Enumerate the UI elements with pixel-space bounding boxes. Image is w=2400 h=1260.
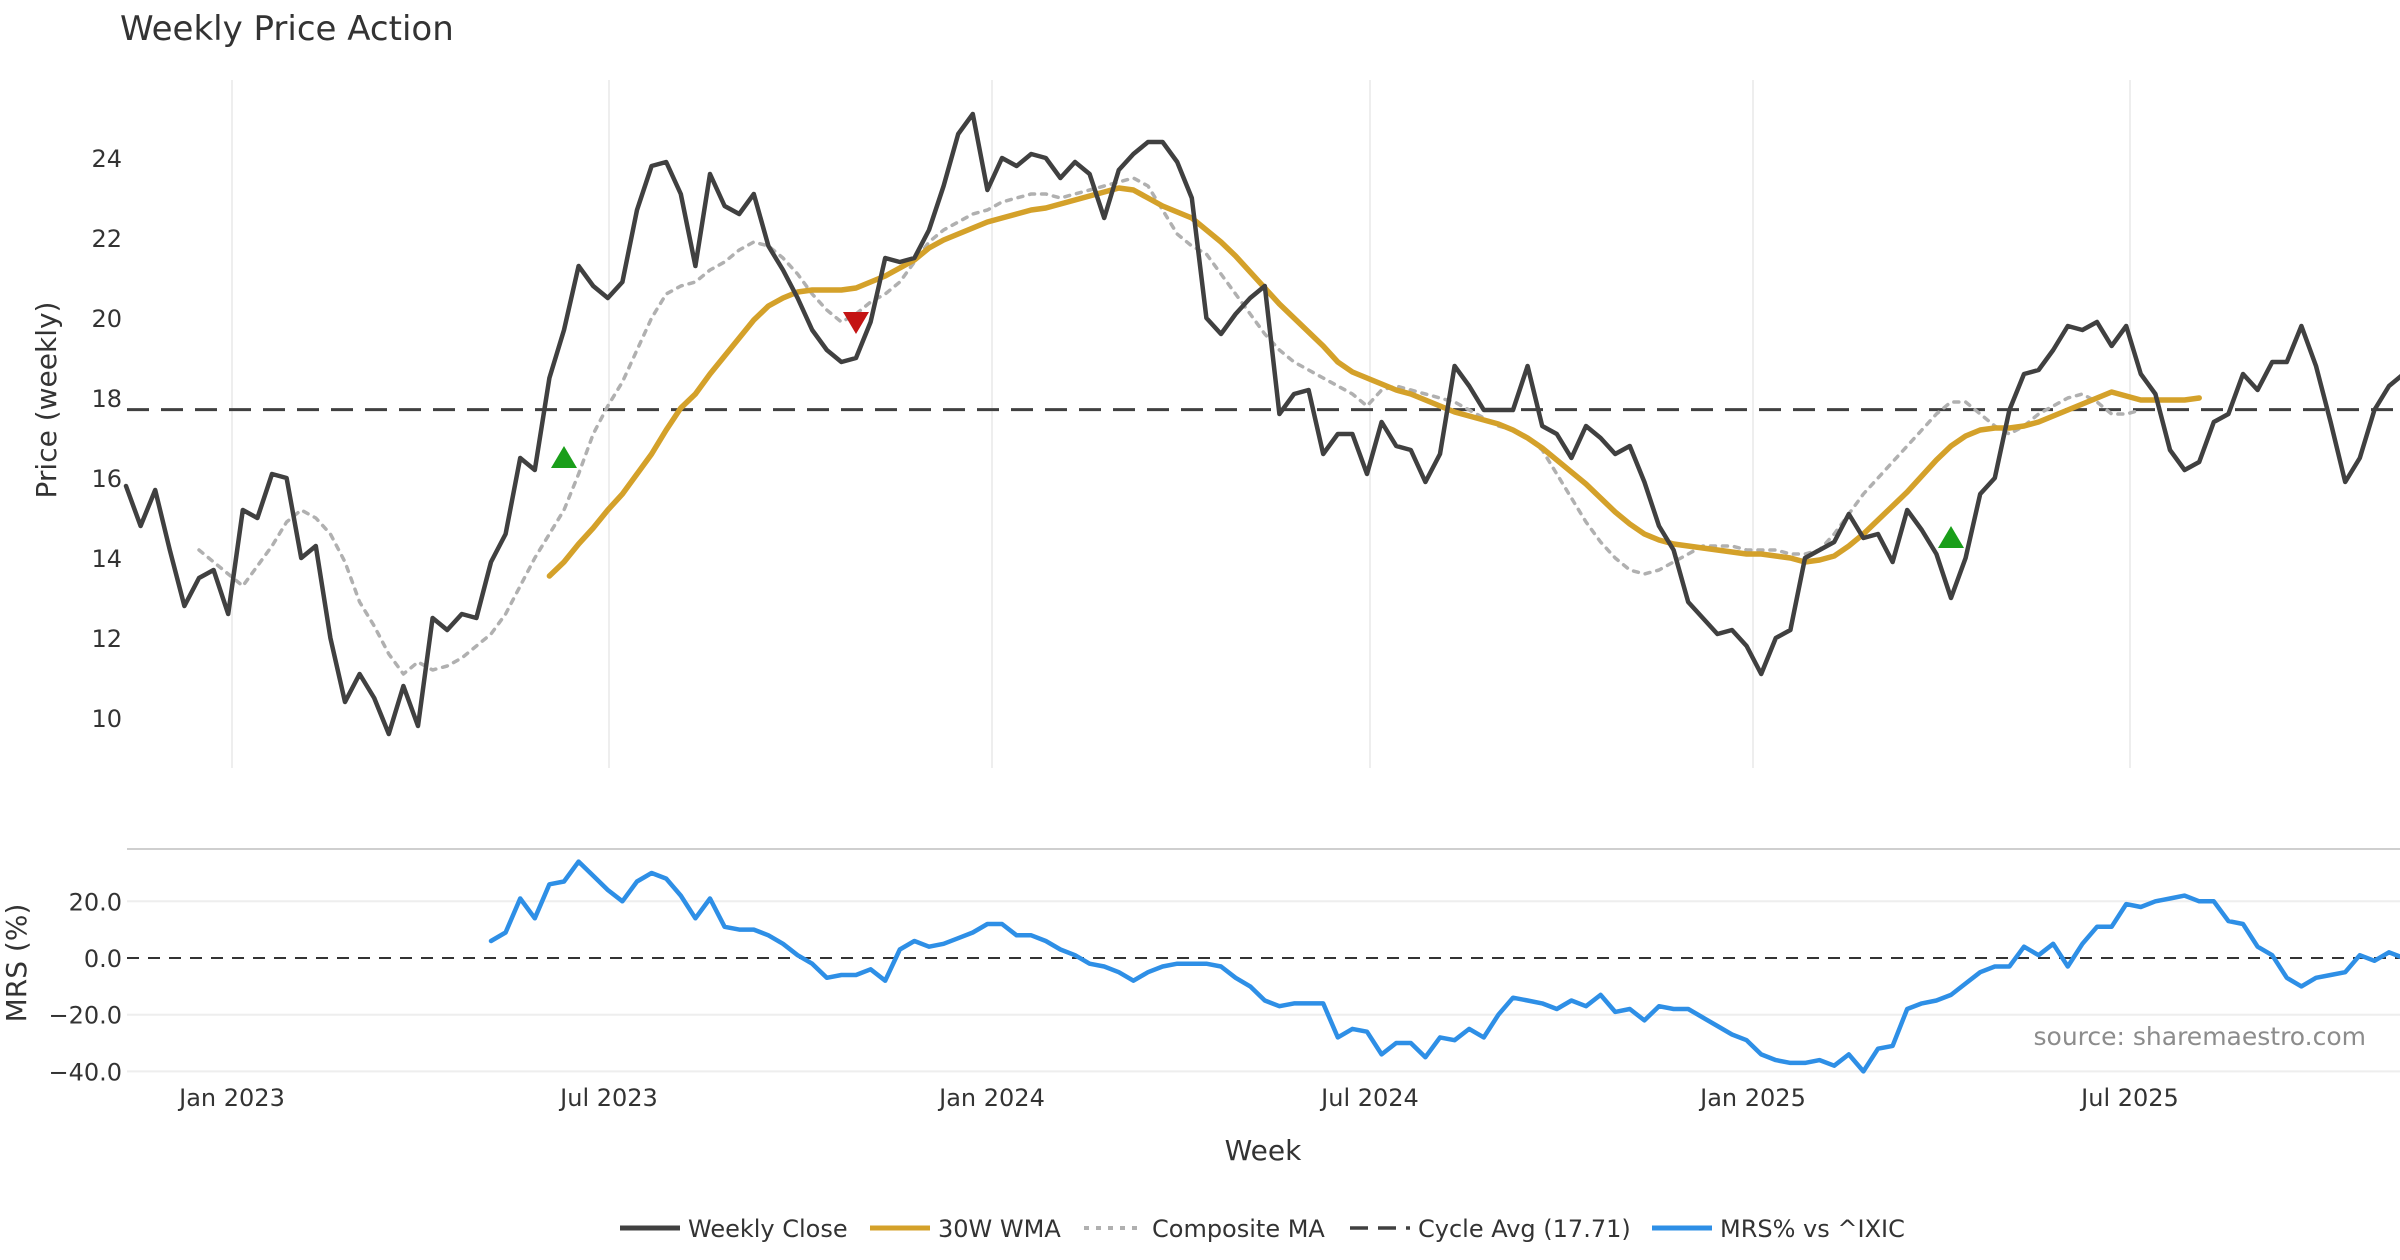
mrs-y-ticks: 20.0 0.0 −20.0 −40.0 (48, 888, 122, 1086)
mrs-panel: 20.0 0.0 −20.0 −40.0 MRS (%) source: sharem… (0, 859, 2400, 1086)
legend-weekly-close: Weekly Close (620, 1215, 848, 1243)
mrs-y-tick-label: 20.0 (69, 888, 122, 916)
price-series (123, 111, 2400, 737)
mrs-y-tick-label: −20.0 (48, 1002, 122, 1030)
mrs-series (488, 859, 2400, 1074)
weekly-close-line (123, 111, 2400, 737)
price-y-tick-label: 24 (91, 145, 122, 173)
x-tick-label: Jan 2023 (177, 1084, 285, 1112)
x-axis-ticks: Jan 2023 Jul 2023 Jan 2024 Jul 2024 Jan 2025… (177, 1084, 2179, 1112)
price-y-tick-label: 16 (91, 465, 122, 493)
x-axis-label: Week (1225, 1134, 1302, 1167)
source-note: source: sharemaestro.com (2034, 1022, 2367, 1051)
mrs-y-tick-label: −40.0 (48, 1058, 122, 1086)
legend-wma-label: 30W WMA (938, 1215, 1061, 1243)
composite-ma-line (197, 176, 2143, 676)
legend-cycle-avg: Cycle Avg (17.71) (1350, 1215, 1631, 1243)
x-tick-label: Jul 2023 (558, 1084, 658, 1112)
chart-title: Weekly Price Action (120, 9, 454, 49)
price-y-ticks: 10 12 14 16 18 20 22 24 (91, 145, 122, 733)
price-y-tick-label: 12 (91, 625, 122, 653)
price-panel: 10 12 14 16 18 20 22 24 Price (weekly) (30, 80, 2400, 768)
legend-wma: 30W WMA (870, 1215, 1061, 1243)
buy-signal-marker (551, 446, 577, 468)
mrs-line (488, 859, 2400, 1074)
mrs-y-tick-label: 0.0 (84, 945, 122, 973)
signal-markers (551, 312, 1964, 548)
buy-signal-marker (1938, 526, 1964, 548)
x-tick-label: Jul 2025 (2079, 1084, 2179, 1112)
legend: Weekly Close 30W WMA Composite MA Cycle Avg… (620, 1215, 1905, 1243)
legend-composite-ma-label: Composite MA (1152, 1215, 1325, 1243)
wma-30w-line (546, 185, 2202, 579)
x-tick-label: Jan 2025 (1698, 1084, 1806, 1112)
price-y-tick-label: 20 (91, 305, 122, 333)
price-y-tick-label: 10 (91, 705, 122, 733)
legend-mrs: MRS% vs ^IXIC (1652, 1215, 1905, 1243)
price-y-tick-label: 14 (91, 545, 122, 573)
legend-cycle-avg-label: Cycle Avg (17.71) (1418, 1215, 1631, 1243)
x-tick-label: Jan 2024 (937, 1084, 1045, 1112)
legend-mrs-label: MRS% vs ^IXIC (1720, 1215, 1905, 1243)
mrs-gridlines (127, 900, 2400, 1073)
price-y-axis-label: Price (weekly) (30, 302, 63, 499)
price-y-tick-label: 22 (91, 225, 122, 253)
x-tick-label: Jul 2024 (1319, 1084, 1419, 1112)
legend-weekly-close-label: Weekly Close (688, 1215, 848, 1243)
price-y-tick-label: 18 (91, 385, 122, 413)
price-gridlines (231, 80, 2131, 768)
legend-composite-ma: Composite MA (1084, 1215, 1325, 1243)
sell-signal-marker (843, 312, 869, 334)
mrs-y-axis-label: MRS (%) (0, 904, 33, 1023)
